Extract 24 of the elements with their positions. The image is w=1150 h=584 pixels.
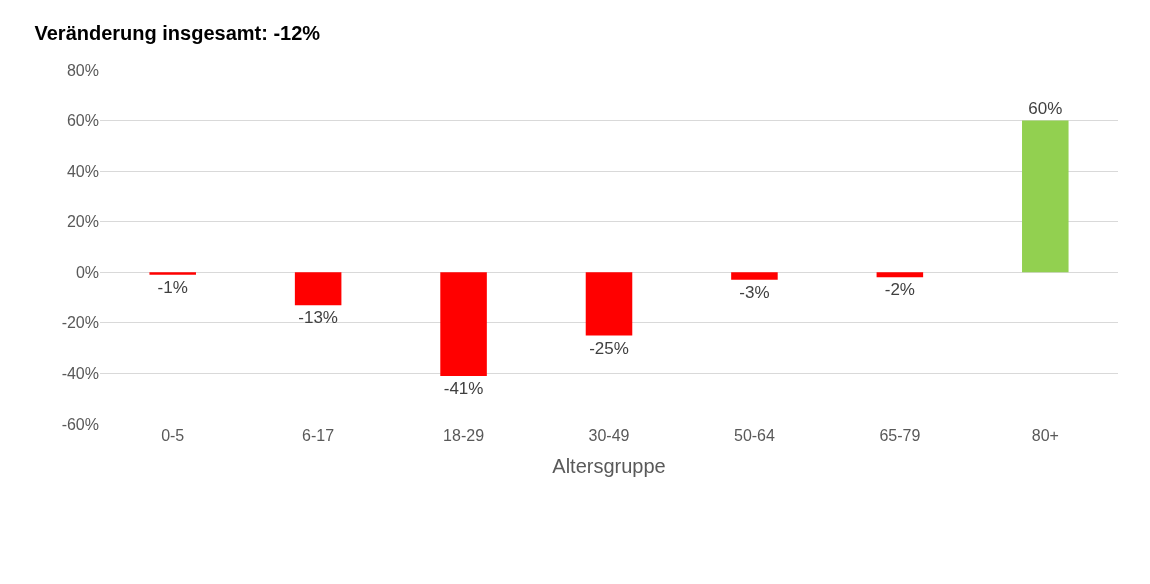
x-tick-label: 50-64	[733, 427, 775, 444]
y-tick-label: 0%	[75, 263, 99, 281]
data-label: -25%	[589, 338, 629, 358]
x-tick-label: 65-79	[879, 427, 921, 444]
x-tick-label: 80+	[1031, 427, 1059, 444]
y-tick-label: 40%	[66, 162, 99, 180]
data-label: -3%	[739, 282, 770, 302]
x-axis-title: Altersgruppe	[552, 454, 666, 477]
y-tick-label: 60%	[66, 112, 99, 130]
y-tick-label: -40%	[61, 365, 99, 383]
y-tick-label: -20%	[61, 314, 99, 332]
data-label: -13%	[298, 308, 338, 328]
x-tick-label: 6-17	[302, 427, 335, 444]
x-tick-label: 0-5	[161, 427, 185, 444]
chart-title: Veränderung insgesamt: -12%	[34, 22, 321, 45]
y-tick-label: -60%	[61, 415, 99, 433]
data-label: -2%	[884, 280, 915, 300]
data-label: -1%	[157, 277, 188, 297]
y-tick-label: 80%	[66, 61, 99, 79]
x-tick-label: 18-29	[443, 427, 485, 444]
x-tick-label: 30-49	[588, 427, 630, 444]
data-label: 60%	[1028, 98, 1063, 118]
data-label: -41%	[443, 378, 484, 398]
y-tick-label: 20%	[66, 213, 99, 231]
